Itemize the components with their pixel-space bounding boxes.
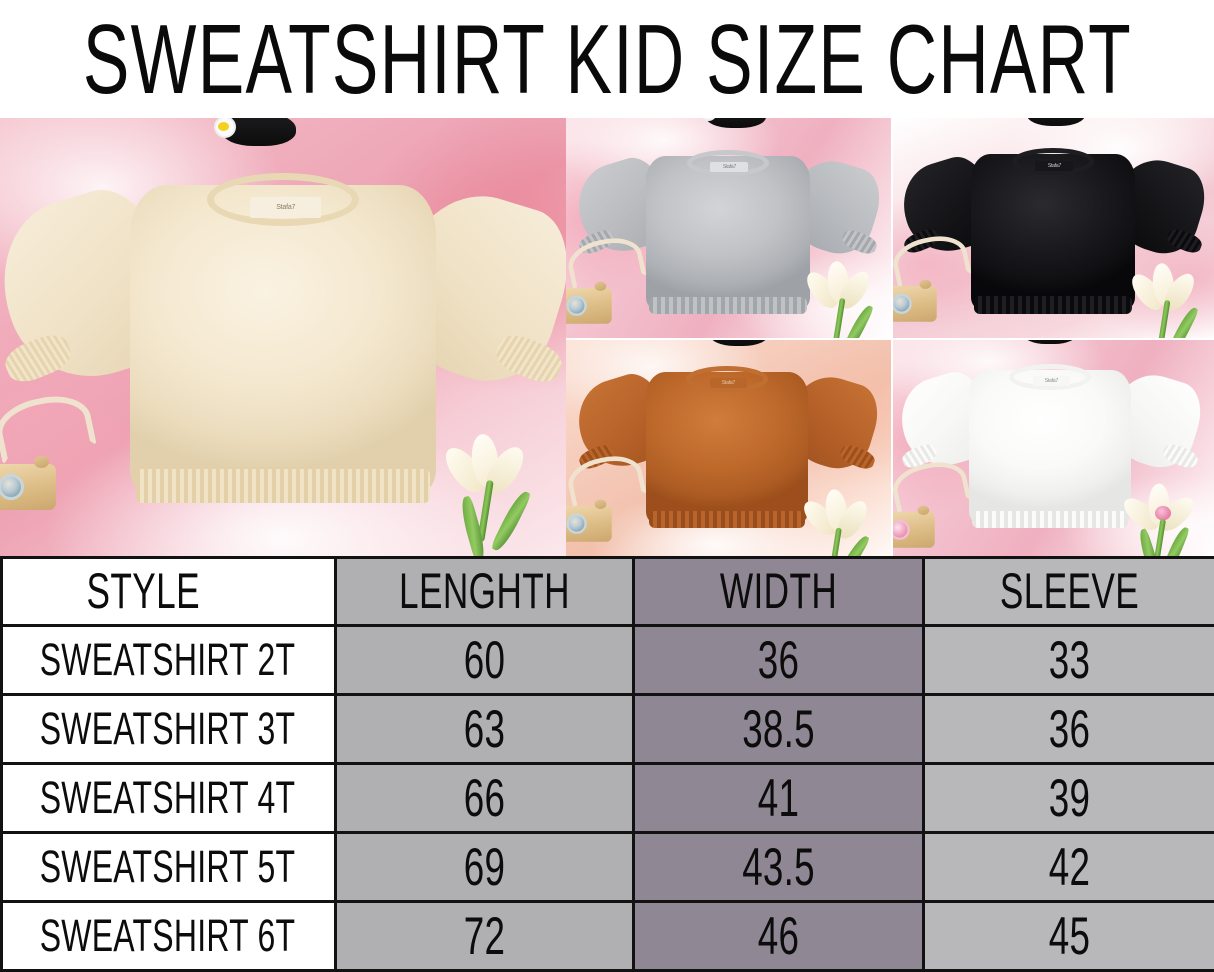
rust-sweatshirt-garment: Stafa7 <box>568 348 886 548</box>
collar-ribbing <box>686 366 768 392</box>
neck-brand-label: Stafa7 <box>1032 376 1071 387</box>
cell-width: 38.5 <box>632 693 925 765</box>
black-sweatshirt-garment: Stafa7 <box>893 130 1214 334</box>
garment-body <box>646 156 810 310</box>
panda-hair-clip-icon <box>1023 340 1077 344</box>
neck-brand-label: Stafa7 <box>250 197 322 218</box>
garment-body <box>968 370 1132 524</box>
cell-width: 41 <box>632 762 925 834</box>
cell-style: SWEATSHIRT 3T <box>0 693 337 765</box>
cell-sleeve: 39 <box>922 762 1214 834</box>
hem-ribbing <box>135 468 431 504</box>
garment-body <box>971 154 1135 310</box>
colorway-thumbnail-grid: Stafa7 <box>566 118 1214 558</box>
black-sweatshirt-photo[interactable]: Stafa7 <box>893 118 1214 338</box>
table-header-row: STYLE LENGHTH WIDTH SLEEVE <box>0 556 1214 627</box>
hem-ribbing <box>971 510 1129 528</box>
cream-sweatshirt-garment: Stafa7 <box>0 136 566 544</box>
rust-sweatshirt-photo[interactable]: Stafa7 <box>566 340 891 558</box>
cell-length: 63 <box>334 693 635 765</box>
collar-ribbing <box>1009 364 1091 391</box>
cell-sleeve: 42 <box>922 831 1214 903</box>
product-gallery: Stafa7 <box>0 118 1214 558</box>
cell-style: SWEATSHIRT 2T <box>0 624 337 696</box>
column-header-width: WIDTH <box>632 556 925 627</box>
collar-ribbing <box>206 172 360 226</box>
hem-ribbing <box>649 296 807 314</box>
cell-style: SWEATSHIRT 5T <box>0 831 337 903</box>
cell-width: 36 <box>632 624 925 696</box>
cell-style: SWEATSHIRT 6T <box>0 900 337 972</box>
column-header-style: STYLE <box>0 556 337 627</box>
garment-body <box>130 184 436 496</box>
cell-length: 72 <box>334 900 635 972</box>
collar-ribbing <box>687 150 769 177</box>
neck-brand-label: Stafa7 <box>709 378 748 388</box>
panda-hair-clip-icon <box>1027 118 1085 126</box>
cell-sleeve: 33 <box>922 624 1214 696</box>
panda-hair-clip-icon <box>710 340 768 346</box>
cell-style: SWEATSHIRT 4T <box>0 762 337 834</box>
column-header-sleeve: SLEEVE <box>922 556 1214 627</box>
neck-brand-label: Stafa7 <box>1035 160 1074 171</box>
panda-hair-clip-icon <box>700 118 766 128</box>
table-row: SWEATSHIRT 2T 60 36 33 <box>0 624 1214 696</box>
hem-ribbing <box>648 511 806 528</box>
size-chart-table: STYLE LENGHTH WIDTH SLEEVE SWEATSHIRT 2T… <box>0 556 1214 972</box>
cell-length: 66 <box>334 762 635 834</box>
column-header-length: LENGHTH <box>334 556 635 627</box>
cell-sleeve: 36 <box>922 693 1214 765</box>
cell-width: 46 <box>632 900 925 972</box>
white-sweatshirt-garment: Stafa7 <box>893 346 1209 548</box>
collar-ribbing <box>1012 148 1094 175</box>
page-title: SWEATSHIRT KID SIZE CHART <box>82 4 1132 114</box>
cell-length: 69 <box>334 831 635 903</box>
gray-sweatshirt-garment: Stafa7 <box>568 132 888 334</box>
cuff-left <box>0 329 75 388</box>
panda-hair-clip-icon <box>214 118 296 146</box>
cell-length: 60 <box>334 624 635 696</box>
cell-sleeve: 45 <box>922 900 1214 972</box>
table-row: SWEATSHIRT 3T 63 38.5 36 <box>0 693 1214 765</box>
white-sweatshirt-photo[interactable]: Stafa7 <box>893 340 1214 558</box>
table-row: SWEATSHIRT 5T 69 43.5 42 <box>0 831 1214 903</box>
garment-body <box>645 372 809 524</box>
cell-width: 43.5 <box>632 831 925 903</box>
hem-ribbing <box>974 296 1132 314</box>
table-row: SWEATSHIRT 4T 66 41 39 <box>0 762 1214 834</box>
neck-brand-label: Stafa7 <box>710 162 749 173</box>
cream-sweatshirt-photo[interactable]: Stafa7 <box>0 118 566 556</box>
table-row: SWEATSHIRT 6T 72 46 45 <box>0 900 1214 972</box>
title-bar: SWEATSHIRT KID SIZE CHART <box>0 0 1214 118</box>
gray-sweatshirt-photo[interactable]: Stafa7 <box>566 118 891 338</box>
